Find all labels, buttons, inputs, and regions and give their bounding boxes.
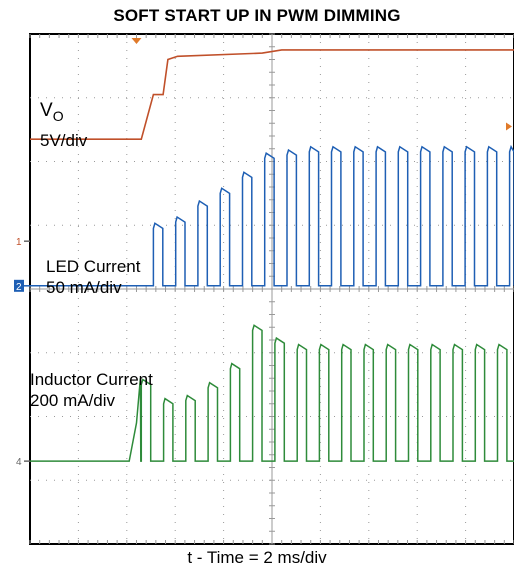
series-label-led-current: LED Current [46, 257, 141, 276]
series-scale-vo: 5V/div [40, 131, 88, 150]
channel-2-marker-text: 2 [16, 282, 22, 293]
channel-1-marker-text: 1 [16, 237, 22, 248]
chart-title: SOFT START UP IN PWM DIMMING [113, 6, 401, 25]
series-label-inductor-current: Inductor Current [30, 370, 153, 389]
marker-layer: 2 4 1 [14, 38, 512, 468]
vo-label-sub: O [52, 108, 64, 124]
series-label-vo: VO [40, 100, 64, 124]
grid-layer [29, 33, 514, 545]
series-scale-led-current: 50 mA/div [46, 278, 122, 297]
channel-4-marker-text: 4 [16, 457, 22, 468]
channel-2-marker-box [14, 279, 24, 292]
vo-level-marker [506, 122, 512, 131]
trace-vo [30, 49, 514, 140]
trace-led-current [30, 144, 514, 287]
trace-layer [30, 49, 514, 462]
series-scale-inductor-current: 200 mA/div [30, 391, 116, 410]
trigger-marker [131, 38, 142, 44]
x-axis-label: t - Time = 2 ms/div [187, 548, 327, 567]
trace-inductor-current [30, 324, 514, 462]
vo-label-main: V [40, 100, 53, 121]
